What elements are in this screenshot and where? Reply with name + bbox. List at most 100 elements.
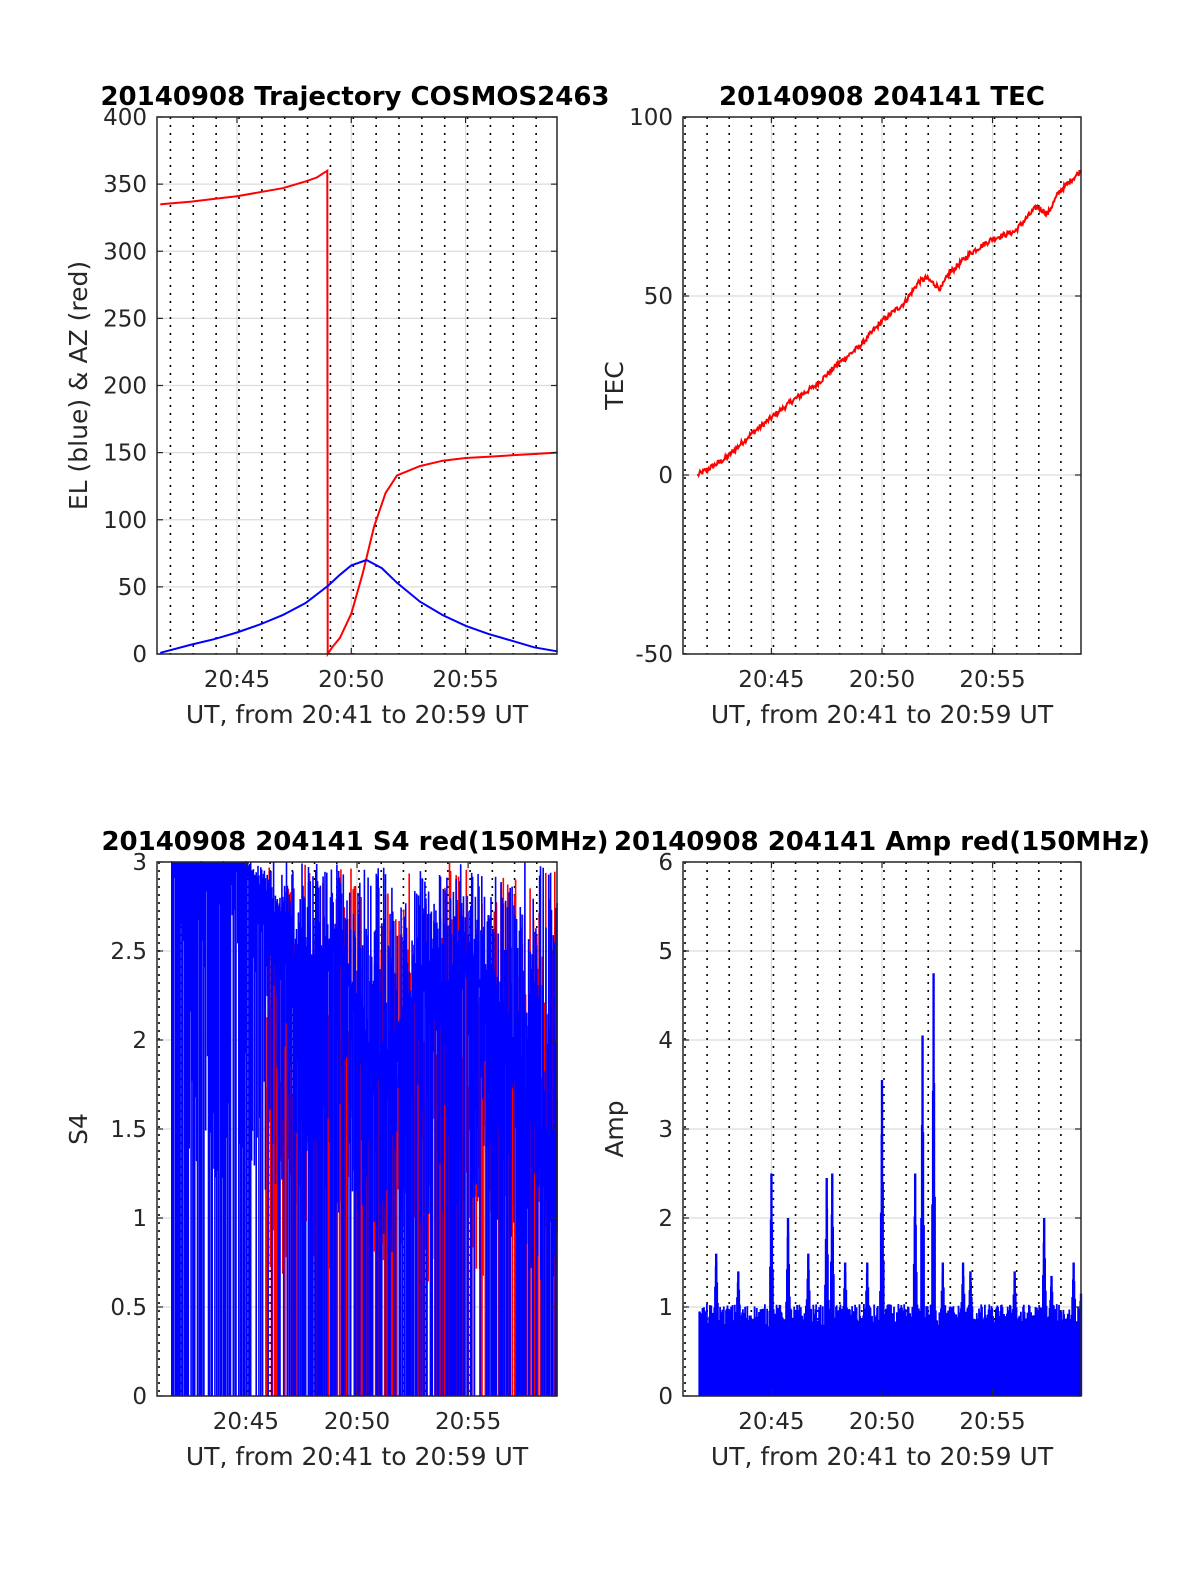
- y-tick-label: 4: [658, 1028, 673, 1054]
- data-point: [947, 273, 950, 276]
- x-tick-label: 20:55: [435, 1409, 501, 1435]
- data-point: [316, 176, 318, 179]
- data-point: [236, 195, 238, 198]
- data-point: [213, 198, 215, 200]
- data-point: [464, 625, 467, 627]
- data-point: [281, 187, 284, 189]
- chart-amp: 0 1 2 3 4 5 6 20:45 20:50 20:55 20140908 204141 A…: [600, 827, 1150, 1471]
- minute-markers: [684, 862, 1062, 1396]
- data-point: [444, 985, 447, 988]
- data-point: [487, 455, 490, 458]
- data-point: [419, 465, 421, 467]
- data-point: [289, 950, 292, 952]
- data-point: [326, 169, 329, 172]
- data-point: [361, 572, 364, 575]
- y-tick-label: 50: [118, 575, 147, 601]
- chart-title: 20140908 Trajectory COSMOS2463: [100, 82, 609, 112]
- y-tick-label: 300: [103, 239, 147, 265]
- data-point: [510, 454, 513, 457]
- y-tick-label: 2.5: [110, 939, 147, 965]
- y-tick-label: 2: [132, 1028, 147, 1054]
- chart-title: 20140908 204141 S4 red(150MHz): [101, 827, 608, 857]
- series-layer: [698, 973, 1083, 1396]
- x-tick-label: 20:55: [959, 1409, 1025, 1435]
- data-point: [373, 525, 375, 528]
- y-tick-label: -50: [635, 642, 673, 668]
- y-tick-label: 3: [658, 1117, 673, 1143]
- data-point: [422, 967, 425, 970]
- data-point: [419, 600, 421, 603]
- data-point: [903, 302, 905, 304]
- y-tick-label: 5: [658, 939, 673, 965]
- y-tick-label: 200: [103, 374, 147, 400]
- data-point: [236, 631, 238, 634]
- data-point: [160, 203, 162, 206]
- data-point: [814, 384, 817, 387]
- data-point: [259, 623, 261, 626]
- x-tick-label: 20:50: [324, 1409, 390, 1435]
- x-axis-label: UT, from 20:41 to 20:59 UT: [711, 700, 1054, 729]
- chart-tec: -50 0 50 100 20:45 20:50 20:55 20140908 204141…: [600, 82, 1082, 729]
- data-point: [748, 434, 751, 437]
- data-point: [281, 614, 284, 616]
- data-point: [770, 416, 773, 419]
- chart-s4: 0 0.5 1 1.5 2 2.5 3 20:45 20:50 20:55 20140908 20…: [64, 827, 609, 1471]
- data-point: [715, 463, 717, 466]
- y-tick-label: 250: [103, 306, 147, 332]
- x-axis-label: UT, from 20:41 to 20:59 UT: [186, 1442, 529, 1471]
- series-red-line: [696, 169, 1082, 479]
- data-point: [441, 459, 444, 462]
- y-tick-label: 100: [103, 508, 147, 534]
- x-axis-label: UT, from 20:41 to 20:59 UT: [186, 700, 529, 729]
- y-tick-label: 50: [644, 284, 673, 310]
- data-point: [356, 1003, 358, 1006]
- data-point: [464, 457, 467, 459]
- y-tick-label: 100: [629, 105, 673, 131]
- x-tick-label: 20:55: [432, 667, 498, 693]
- x-tick-label: 20:45: [213, 1409, 279, 1435]
- y-tick-label: 0: [658, 463, 673, 489]
- y-tick-label: 400: [103, 105, 147, 131]
- series-layer: [170, 861, 558, 1396]
- y-tick-label: 6: [658, 850, 673, 876]
- data-point: [511, 1092, 514, 1095]
- data-point: [467, 950, 470, 952]
- y-tick-label: 0: [658, 1384, 673, 1410]
- data-point: [331, 646, 334, 649]
- data-point: [1013, 230, 1016, 233]
- data-point: [304, 180, 307, 183]
- y-tick-label: 1: [132, 1206, 147, 1232]
- data-point: [940, 288, 942, 290]
- data-point: [304, 602, 307, 604]
- x-tick-label: 20:50: [318, 667, 384, 693]
- data-point: [190, 643, 193, 646]
- data-point: [487, 633, 490, 635]
- data-point: [859, 345, 861, 347]
- y-tick-label: 2: [658, 1206, 673, 1232]
- data-point: [489, 1003, 492, 1006]
- data-point: [991, 237, 994, 240]
- x-axis-label: UT, from 20:41 to 20:59 UT: [711, 1442, 1054, 1471]
- x-tick-label: 20:45: [738, 667, 804, 693]
- data-point: [160, 651, 162, 654]
- series-red-line: [160, 168, 558, 658]
- data-point: [1047, 212, 1049, 215]
- data-point: [726, 456, 729, 458]
- data-point: [918, 280, 920, 283]
- x-tick-label: 20:45: [738, 1409, 804, 1435]
- chart-title: 20140908 204141 Amp red(150MHz): [614, 827, 1150, 857]
- y-tick-label: 1: [658, 1295, 673, 1321]
- data-point: [533, 1128, 536, 1130]
- data-point: [696, 474, 699, 476]
- data-point: [1058, 191, 1060, 193]
- y-axis-label: S4: [64, 1113, 93, 1145]
- tick-layer: 0 1 2 3 4 5 6 20:45 20:50 20:55: [658, 850, 1081, 1435]
- y-tick-label: 150: [103, 441, 147, 467]
- data-point: [510, 639, 513, 642]
- y-tick-label: 3: [132, 850, 147, 876]
- data-point: [333, 932, 336, 935]
- x-tick-label: 20:55: [959, 667, 1025, 693]
- y-tick-label: 1.5: [110, 1117, 147, 1143]
